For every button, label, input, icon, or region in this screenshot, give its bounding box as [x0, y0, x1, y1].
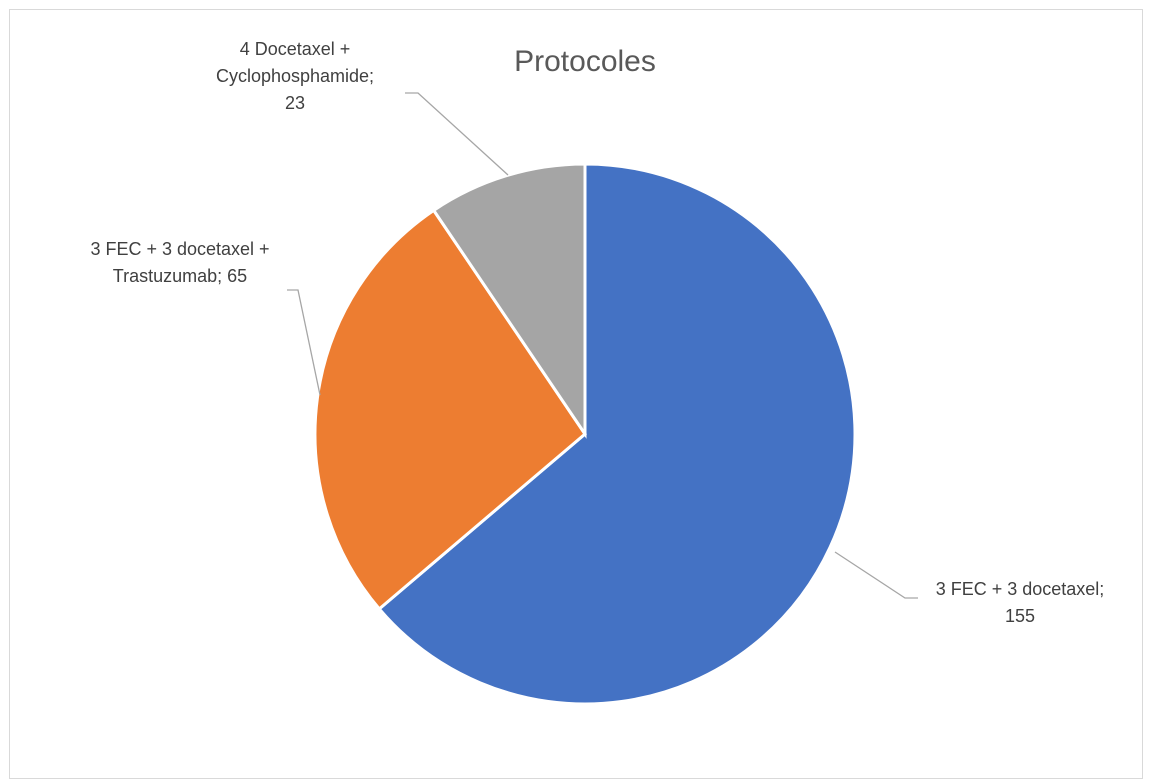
data-label-line: 3 FEC + 3 docetaxel + — [90, 239, 269, 259]
data-label-line: 155 — [1005, 606, 1035, 626]
pie-slice-2 — [313, 208, 587, 612]
data-label-line: 4 Docetaxel + — [240, 39, 351, 59]
data-label-line: Trastuzumab; 65 — [113, 266, 247, 286]
leader-lines — [287, 92, 918, 599]
data-label-line: Cyclophosphamide; — [216, 66, 374, 86]
data-label-2: 3 FEC + 3 docetaxel + Trastuzumab; 65 — [90, 239, 269, 286]
chart-title: Protocoles — [514, 45, 656, 78]
pie-slice-1 — [377, 162, 857, 706]
leader-line-1 — [834, 551, 918, 599]
leader-line-3 — [405, 92, 509, 176]
pie-slice-3 — [431, 162, 587, 439]
data-label-3: 4 Docetaxel + Cyclophosphamide; 23 — [216, 39, 374, 113]
leader-line-2 — [287, 289, 321, 396]
data-label-line: 23 — [285, 93, 305, 113]
data-label-line: 3 FEC + 3 docetaxel; — [936, 579, 1105, 599]
pie-slices — [313, 162, 857, 706]
data-label-1: 3 FEC + 3 docetaxel; 155 — [936, 579, 1105, 626]
